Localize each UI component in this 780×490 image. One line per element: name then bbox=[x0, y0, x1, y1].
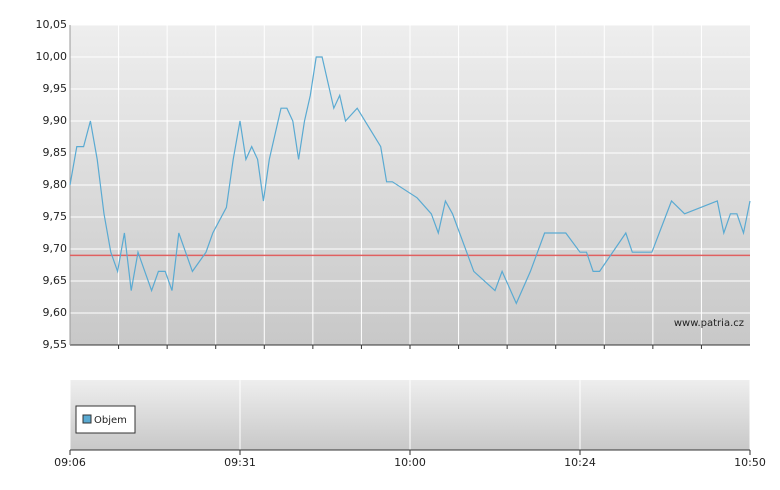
y-tick-label: 9,80 bbox=[43, 178, 68, 191]
y-tick-label: 9,65 bbox=[43, 274, 68, 287]
watermark: www.patria.cz bbox=[674, 318, 744, 329]
legend-swatch bbox=[82, 414, 92, 424]
y-tick-label: 9,70 bbox=[43, 242, 68, 255]
x-tick-label: 10:24 bbox=[564, 456, 596, 469]
y-tick-label: 9,55 bbox=[43, 338, 68, 351]
y-tick-label: 10,05 bbox=[36, 18, 68, 31]
y-tick-label: 9,60 bbox=[43, 306, 68, 319]
legend-label: Objem bbox=[94, 415, 127, 426]
x-tick-label: 10:50 bbox=[734, 456, 766, 469]
y-tick-label: 10,00 bbox=[36, 50, 68, 63]
y-tick-label: 9,95 bbox=[43, 82, 68, 95]
x-tick-label: 10:00 bbox=[394, 456, 426, 469]
y-tick-label: 9,85 bbox=[43, 146, 68, 159]
x-tick-label: 09:31 bbox=[224, 456, 256, 469]
y-tick-label: 9,90 bbox=[43, 114, 68, 127]
y-tick-label: 9,75 bbox=[43, 210, 68, 223]
x-tick-label: 09:06 bbox=[54, 456, 86, 469]
price-line bbox=[69, 56, 751, 305]
